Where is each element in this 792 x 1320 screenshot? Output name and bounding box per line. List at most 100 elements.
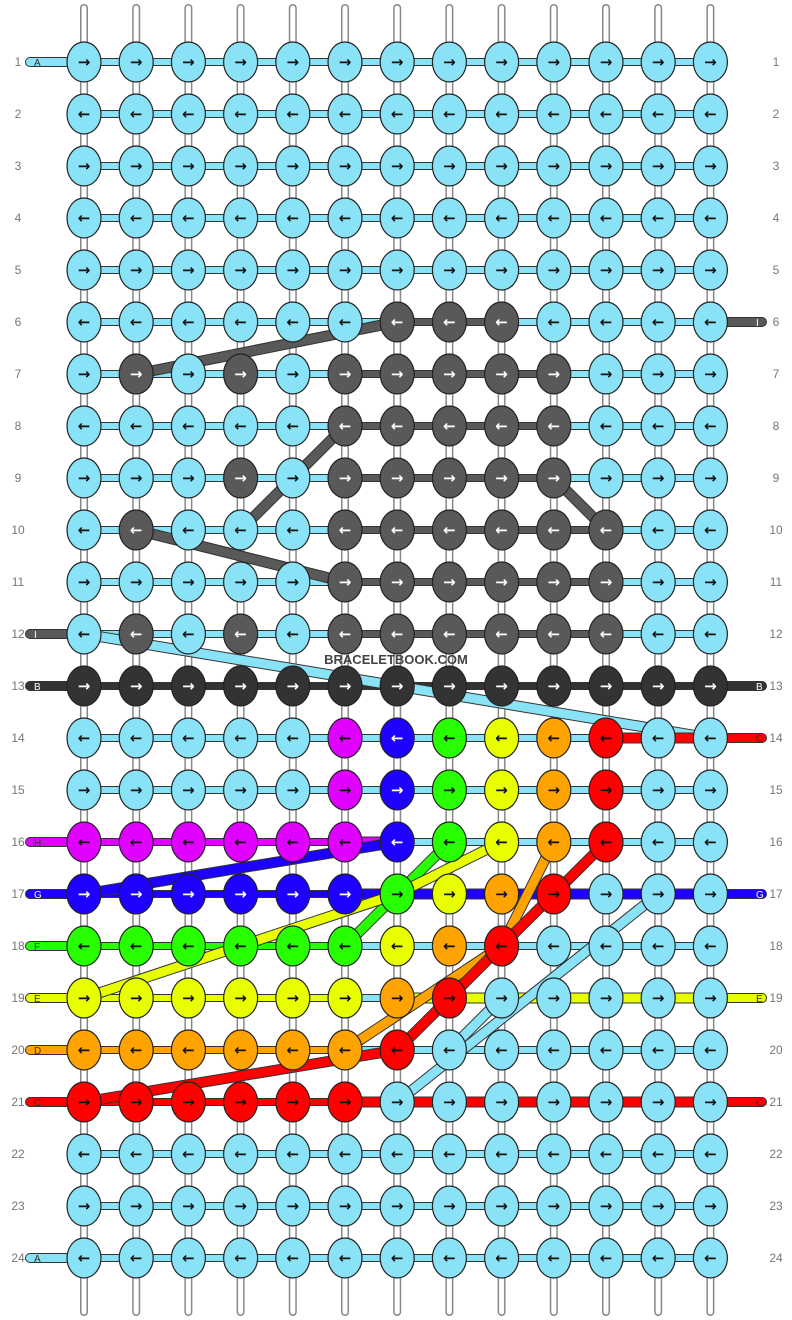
knot: → [327,769,363,811]
knot-arrow: ← [443,729,456,747]
knot-arrow: → [600,677,613,695]
knot-arrow: → [600,365,613,383]
row-number-left: 2 [15,107,22,121]
knot: ← [118,717,154,759]
knot-arrow: → [339,157,352,175]
knot-arrow: ← [704,729,717,747]
knot-arrow: ← [339,417,352,435]
knot-arrow: ← [652,833,665,851]
knot-arrow: ← [339,937,352,955]
knot: ← [327,925,363,967]
knot-arrow: → [600,885,613,903]
knot: → [640,457,676,499]
row-number-left: 1 [15,55,22,69]
row-number-left: 23 [11,1199,25,1213]
knot-arrow: ← [78,209,91,227]
knot: ← [431,93,467,135]
knot: → [66,665,102,707]
knot: → [692,457,729,499]
knot-arrow: ← [287,833,300,851]
knot-arrow: ← [78,1041,91,1059]
knot: → [66,1185,102,1227]
knot: → [588,1185,624,1227]
row-number-right: 14 [769,731,783,745]
knot-arrow: ← [443,625,456,643]
knot-arrow: → [339,1197,352,1215]
knot-arrow: → [704,781,717,799]
knot-arrow: ← [130,729,143,747]
knot-arrow: → [443,469,456,487]
knot-arrow: → [339,469,352,487]
knot-arrow: ← [182,1145,195,1163]
knot-arrow: → [443,53,456,71]
knot: → [223,769,259,811]
knot: ← [588,1029,624,1071]
knot: → [170,457,206,499]
knot-arrow: ← [339,833,352,851]
knot-arrow: ← [652,417,665,435]
knot-arrow: ← [600,417,613,435]
knot: → [431,353,467,395]
knot: ← [588,717,624,759]
row-number-right: 20 [769,1043,783,1057]
knot-arrow: → [78,677,91,695]
knot: ← [484,509,520,551]
knot-arrow: → [548,1093,561,1111]
knot-arrow: ← [548,1041,561,1059]
knot-arrow: → [130,53,143,71]
knot: ← [223,1029,259,1071]
knot-arrow: ← [652,937,665,955]
knot: → [118,665,154,707]
knot-arrow: ← [234,1249,247,1267]
row-number-right: 7 [773,367,780,381]
knot-arrow: → [339,885,352,903]
knot: → [588,977,624,1019]
knot-arrow: ← [391,1249,404,1267]
knot: ← [431,301,467,343]
knot-arrow: → [234,989,247,1007]
knot-arrow: → [600,573,613,591]
knot-arrow: → [600,1197,613,1215]
knot: → [640,665,676,707]
knot-arrow: ← [704,833,717,851]
knot: ← [223,613,259,655]
row-number-left: 12 [11,627,25,641]
knot: ← [275,197,311,239]
knot-arrow: ← [130,209,143,227]
knot: → [118,353,154,395]
knot-arrow: → [182,573,195,591]
knot: ← [379,509,415,551]
knot: ← [66,509,102,551]
knot-arrow: → [78,261,91,279]
knot: ← [170,405,206,447]
row-number-left: 19 [11,991,25,1005]
knot: → [379,769,415,811]
knot-arrow: ← [652,1249,665,1267]
knot: → [692,561,729,603]
knot-arrow: → [287,157,300,175]
knot-arrow: ← [443,1249,456,1267]
knot: ← [379,301,415,343]
knot-arrow: → [234,261,247,279]
knot: → [484,249,520,291]
knot-arrow: ← [234,625,247,643]
knot: → [66,769,102,811]
row-number-right: 2 [773,107,780,121]
knot: ← [66,925,102,967]
knot-arrow: → [130,157,143,175]
knot-arrow: ← [182,937,195,955]
knot-arrow: → [652,365,665,383]
knot-arrow: → [548,677,561,695]
knot: → [431,977,467,1019]
knot-arrow: → [182,781,195,799]
knot: → [118,873,154,915]
row-number-left: 17 [11,887,25,901]
knot: → [379,353,415,395]
knot-arrow: ← [391,833,404,851]
knot: ← [640,405,676,447]
row-number-right: 15 [769,783,783,797]
knot: → [379,665,415,707]
knot: → [588,145,624,187]
knot: → [536,769,572,811]
knot-arrow: ← [130,105,143,123]
